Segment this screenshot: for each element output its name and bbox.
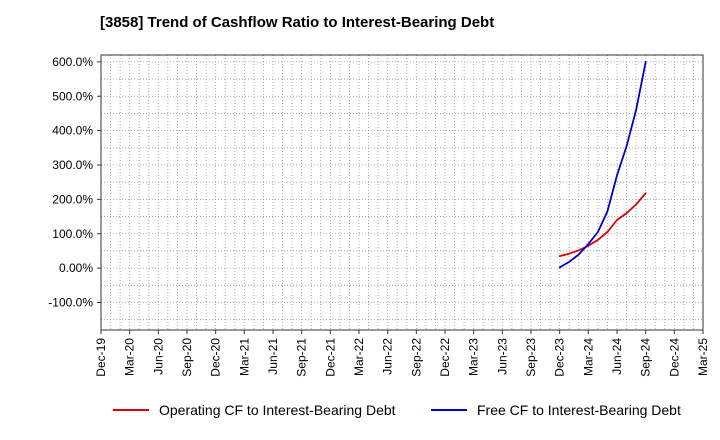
y-tick-label: 400.0% bbox=[52, 124, 93, 138]
chart-title: [3858] Trend of Cashflow Ratio to Intere… bbox=[100, 14, 495, 31]
x-tick-label: Sep-24 bbox=[639, 338, 653, 377]
x-tick-label: Mar-25 bbox=[696, 338, 710, 376]
x-tick-label: Jun-24 bbox=[610, 338, 624, 375]
x-tick-label: Mar-23 bbox=[467, 338, 481, 376]
legend-swatch-operating bbox=[113, 409, 149, 411]
y-tick-label: 500.0% bbox=[52, 89, 93, 103]
y-tick-label: 300.0% bbox=[52, 158, 93, 172]
series-line-operating bbox=[558, 192, 647, 258]
series-line-free bbox=[558, 61, 647, 269]
legend-item-free: Free CF to Interest-Bearing Debt bbox=[431, 402, 681, 418]
y-tick-label: 100.0% bbox=[52, 227, 93, 241]
x-tick-label: Mar-22 bbox=[352, 338, 366, 376]
x-tick-label: Mar-24 bbox=[581, 338, 595, 376]
legend-label-free: Free CF to Interest-Bearing Debt bbox=[477, 402, 681, 418]
x-tick-label: Jun-23 bbox=[495, 338, 509, 375]
x-tick-label: Dec-23 bbox=[553, 338, 567, 377]
legend-label-operating: Operating CF to Interest-Bearing Debt bbox=[159, 402, 396, 418]
x-tick-label: Mar-21 bbox=[237, 338, 251, 376]
x-tick-label: Jun-22 bbox=[381, 338, 395, 375]
legend: Operating CF to Interest-Bearing Debt Fr… bbox=[0, 402, 720, 428]
x-tick-label: Sep-20 bbox=[180, 338, 194, 377]
chart-area: 600.0% 500.0% 400.0% 300.0% 200.0% 100.0% 0.00… bbox=[48, 54, 710, 377]
x-tick-label: Jun-20 bbox=[151, 338, 165, 375]
x-tick-label: Dec-19 bbox=[94, 338, 108, 377]
x-tick-label: Sep-22 bbox=[409, 338, 423, 377]
y-tick-label: 0.00% bbox=[59, 261, 93, 275]
legend-item-operating: Operating CF to Interest-Bearing Debt bbox=[113, 402, 396, 418]
plot-background bbox=[101, 55, 703, 330]
y-tick-label: 200.0% bbox=[52, 192, 93, 206]
y-tick-label: 600.0% bbox=[52, 55, 93, 69]
x-tick-label: Dec-20 bbox=[209, 338, 223, 377]
x-tick-label: Mar-20 bbox=[123, 338, 137, 376]
x-tick-label: Jun-21 bbox=[266, 338, 280, 375]
plot-border bbox=[100, 54, 704, 331]
x-tick-label: Dec-21 bbox=[323, 338, 337, 377]
y-tick-label: -100.0% bbox=[48, 296, 93, 310]
x-tick-label: Dec-24 bbox=[667, 338, 681, 377]
x-tick-label: Dec-22 bbox=[438, 338, 452, 377]
x-tick-label: Sep-21 bbox=[295, 338, 309, 377]
x-tick-label: Sep-23 bbox=[524, 338, 538, 377]
legend-swatch-free bbox=[431, 409, 467, 411]
